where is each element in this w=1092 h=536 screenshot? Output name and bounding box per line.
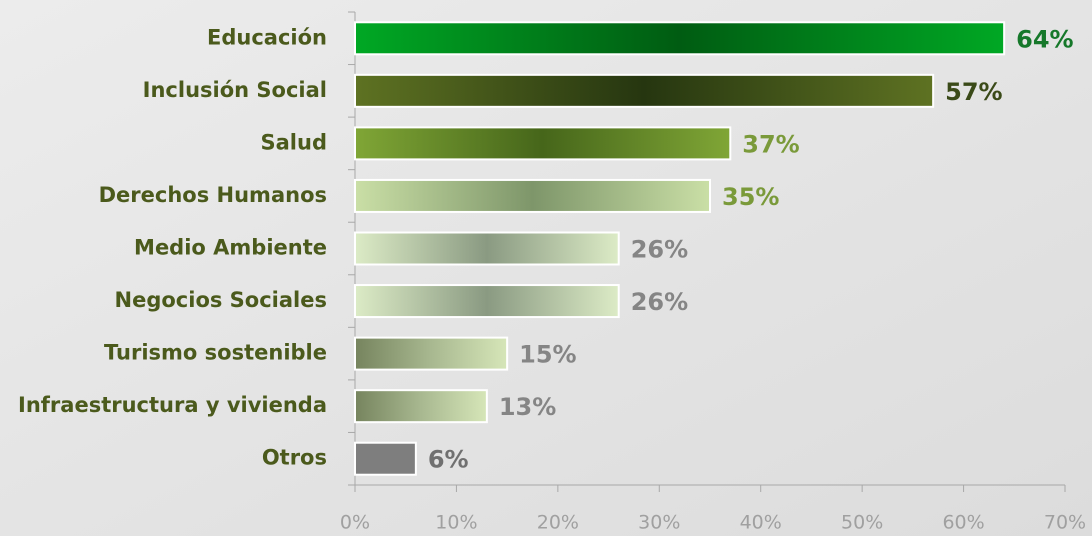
x-tick-label: 60%: [942, 512, 984, 534]
x-tick-label: 50%: [841, 512, 883, 534]
category-label: Medio Ambiente: [134, 236, 327, 260]
bar: [354, 336, 509, 371]
bar: [354, 389, 488, 424]
category-label: Salud: [261, 130, 327, 154]
bar: [354, 231, 620, 266]
value-label: 35%: [722, 183, 779, 211]
category-label: Turismo sostenible: [104, 341, 327, 365]
value-label: 15%: [519, 341, 576, 369]
value-label: 64%: [1016, 25, 1073, 53]
value-label: 6%: [428, 446, 469, 474]
category-label: Inclusión Social: [143, 78, 327, 102]
bar: [354, 21, 1006, 56]
x-tick-label: 70%: [1044, 512, 1086, 534]
bar: [354, 284, 620, 319]
bar: [354, 73, 935, 108]
category-label: Derechos Humanos: [99, 183, 327, 207]
value-label: 37%: [742, 130, 799, 158]
category-label: Educación: [207, 25, 327, 49]
category-label: Otros: [262, 446, 327, 470]
value-label: 13%: [499, 393, 556, 421]
bar: [354, 178, 711, 213]
category-label: Infraestructura y vivienda: [18, 393, 327, 417]
x-tick-label: 0%: [340, 512, 370, 534]
value-label: 26%: [631, 288, 688, 316]
x-tick-label: 40%: [740, 512, 782, 534]
x-tick-label: 20%: [537, 512, 579, 534]
bar: [354, 126, 732, 161]
bar: [354, 441, 417, 476]
x-tick-label: 10%: [435, 512, 477, 534]
category-label: Negocios Sociales: [115, 288, 327, 312]
value-label: 26%: [631, 236, 688, 264]
value-label: 57%: [945, 78, 1002, 106]
x-tick-label: 30%: [638, 512, 680, 534]
